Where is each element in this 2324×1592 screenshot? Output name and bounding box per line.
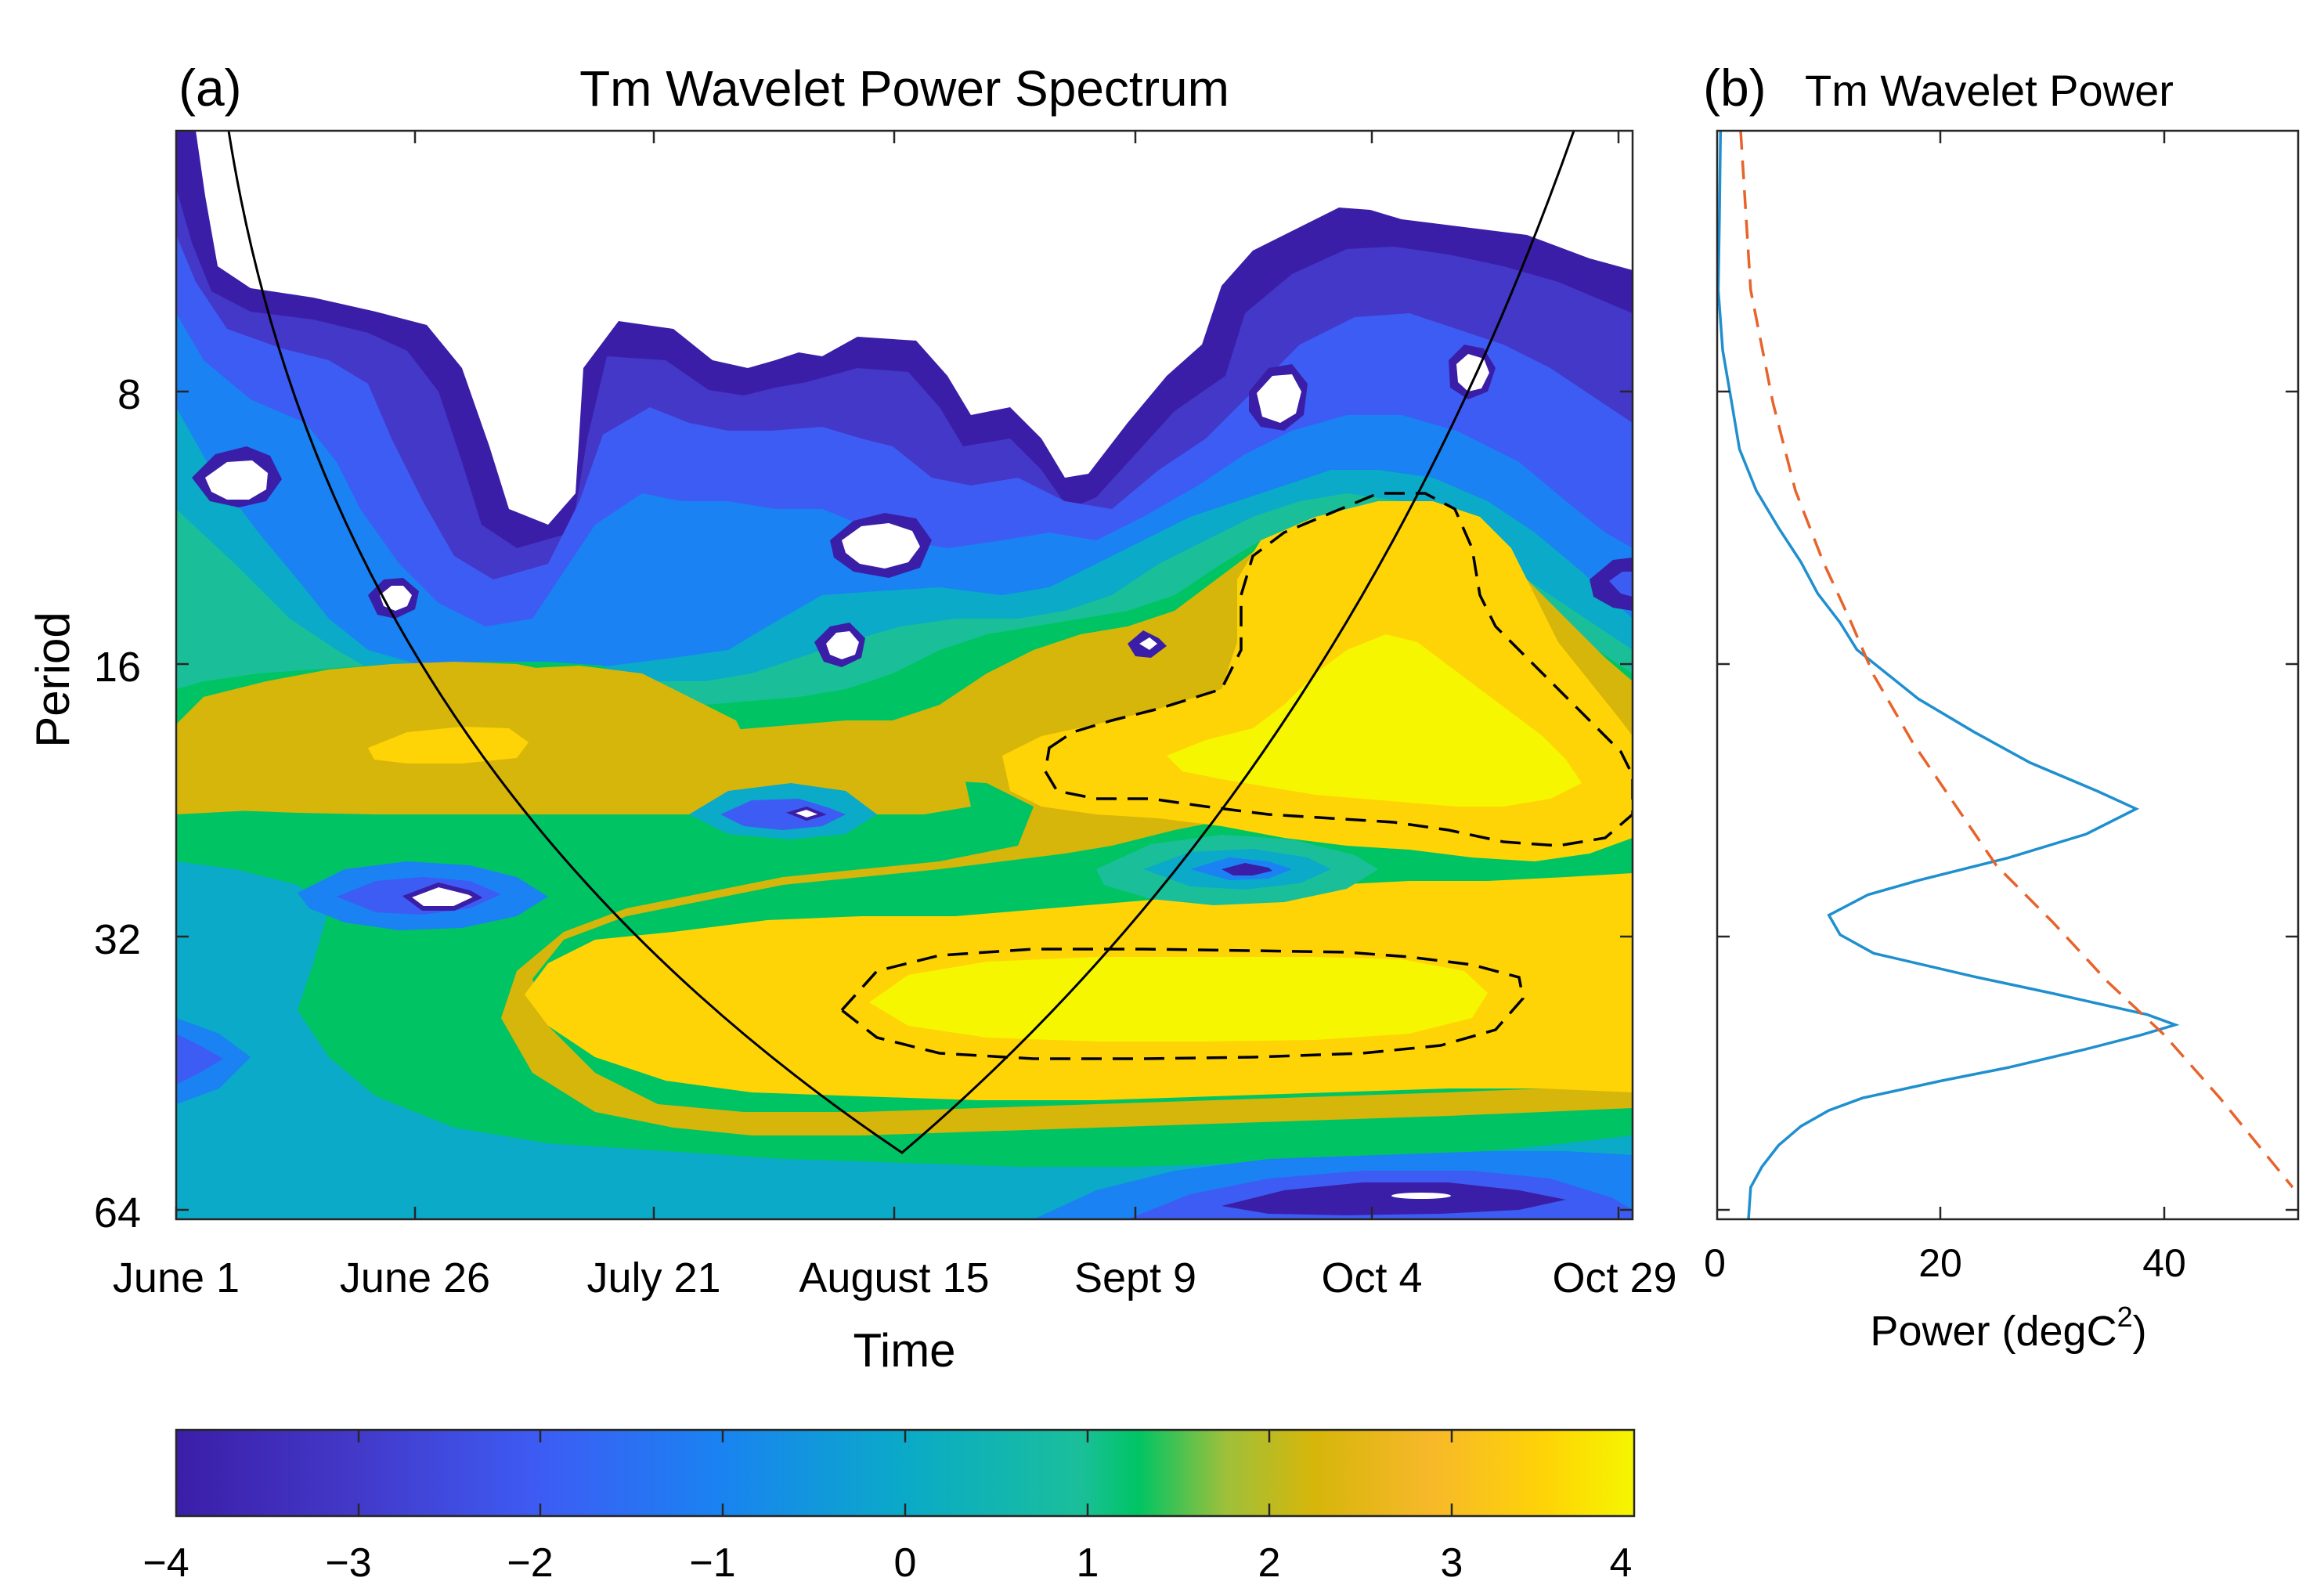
y-tick-label: 16 [94,644,141,691]
panel-b-label: (b) [1703,59,1766,117]
colorbar-tick-label: −3 [325,1540,371,1586]
colorbar-tick-label: 1 [1077,1540,1099,1586]
panel-b-plot [1717,131,2294,1219]
panel-b-title: Tm Wavelet Power [1805,66,2174,115]
power-tick-label: 0 [1704,1241,1726,1285]
y-tick-label: 8 [117,371,141,418]
colorbar-tick-label: 0 [894,1540,917,1586]
colorbar-tick-label: 2 [1258,1540,1281,1586]
colorbar-tick-label: −1 [689,1540,735,1586]
y-axis-label: Period [27,612,79,747]
panel-a-label: (a) [179,59,242,117]
panel-b-ticks [1717,131,2298,1219]
panel-a-axes-box [175,129,1634,1221]
colorbar-tick-label: 4 [1610,1540,1633,1586]
panel-a-title: Tm Wavelet Power Spectrum [579,60,1229,117]
colorbar [175,1428,1636,1518]
panel-b-axes-box [1716,129,2300,1221]
x-axis-label: Time [853,1324,955,1377]
x-tick-label: August 15 [799,1254,989,1301]
x-tick-label: Sept 9 [1074,1254,1196,1301]
x-tick-label: July 21 [586,1254,720,1301]
y-tick-label: 32 [94,916,141,963]
x-tick-label: Oct 29 [1552,1254,1676,1301]
y-tick-label: 64 [94,1189,141,1236]
wavelet-contour-field [176,131,1633,1219]
power-tick-label: 20 [1918,1241,1962,1285]
x-tick-label: Oct 4 [1321,1254,1422,1301]
colorbar-tick-label: −2 [507,1540,553,1586]
colorbar-tick-label: 3 [1441,1540,1463,1586]
power-axis-label: Power (degC2) [1870,1301,2146,1355]
panel-a-ticks [175,131,1633,1219]
power-tick-label: 40 [2142,1241,2186,1285]
colorbar-tick-label: −4 [143,1540,189,1586]
global-power-line [1717,131,2180,1219]
x-tick-label: June 26 [340,1254,490,1301]
significance-line [1739,131,2294,1189]
colorbar-ticks [357,1430,1453,1516]
x-tick-label: June 1 [113,1254,240,1301]
